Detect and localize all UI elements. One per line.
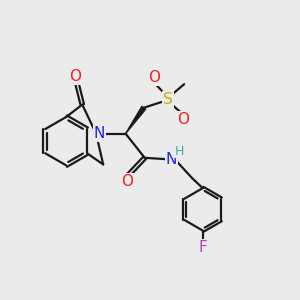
Text: F: F bbox=[198, 240, 207, 255]
Polygon shape bbox=[126, 106, 146, 134]
Text: O: O bbox=[148, 70, 160, 85]
Text: O: O bbox=[177, 112, 189, 127]
Text: H: H bbox=[175, 145, 184, 158]
Text: O: O bbox=[70, 70, 82, 85]
Text: O: O bbox=[121, 174, 133, 189]
Text: N: N bbox=[166, 152, 177, 167]
Text: S: S bbox=[163, 92, 173, 107]
Text: N: N bbox=[94, 126, 105, 141]
